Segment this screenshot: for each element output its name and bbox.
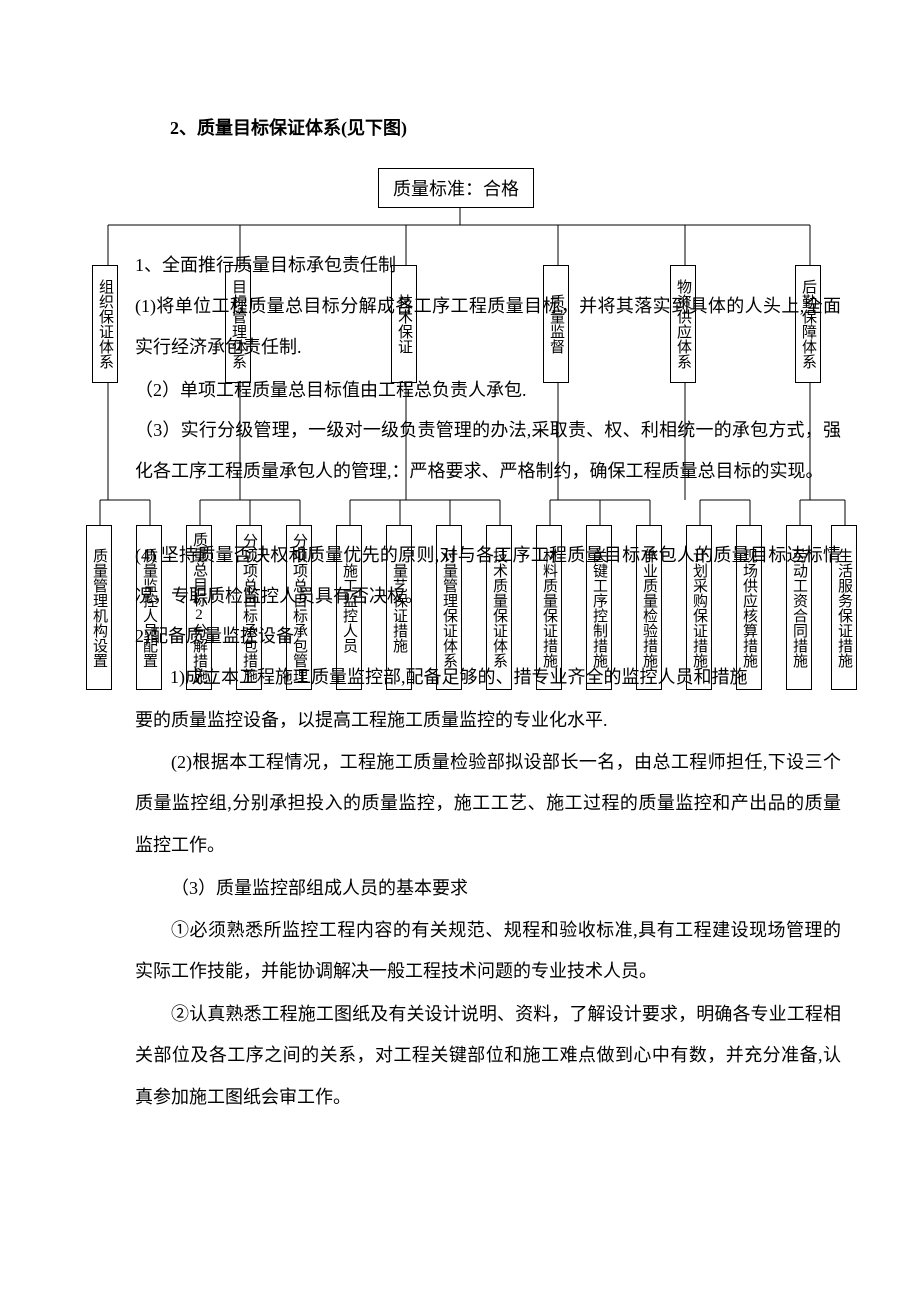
para-6: 2)配备质量监控设备 bbox=[135, 616, 841, 657]
para-10: （3）质量监控部组成人员的基本要求 bbox=[135, 868, 841, 909]
para-9: (2)根据本工程情况，工程施工质量检验部拟设部长一名，由总工程师担任,下设三个质… bbox=[135, 742, 841, 866]
para-12: ②认真熟悉工程施工图纸及有关设计说明、资料，了解设计要求，明确各专业工程相关部位… bbox=[135, 994, 841, 1118]
top-standard-box: 质量标准：合格 bbox=[378, 168, 534, 208]
row1-org-system: 组织保证体系 bbox=[92, 265, 118, 383]
para-8: 要的质量监控设备，以提高工程施工质量监控的专业化水平. bbox=[135, 700, 841, 741]
para-5: (4) 坚持质量否决权和质量优先的原则,对与各工序工程质量目标承包人的质量目标达… bbox=[135, 535, 841, 618]
leaf-c1: 质量管理机构设置 bbox=[86, 525, 112, 690]
para-7: 1)成立本工程施工质量监控部,配备足够的、措专业齐全的监控人员和措施 bbox=[170, 657, 840, 698]
para-2: (1)将单位工程质量总目标分解成各工序工程质量目标，并将其落实到具体的人头上,全… bbox=[135, 286, 841, 369]
para-11: ①必须熟悉所监控工程内容的有关规范、规程和验收标准,具有工程建设现场管理的实际工… bbox=[135, 910, 841, 993]
para-1: 1、全面推行质量目标承包责任制 bbox=[135, 245, 841, 286]
para-3: （2）单项工程质量总目标值由工程总负责人承包. bbox=[135, 370, 841, 411]
section-heading: 2、质量目标保证体系(见下图) bbox=[170, 114, 407, 140]
para-4: （3）实行分级管理，一级对一级负责管理的办法,采取责、权、利相统一的承包方式，强… bbox=[135, 410, 841, 493]
document-page: 2、质量目标保证体系(见下图) 质量标准：合格 组织保证体系 目标管理体系 技术… bbox=[0, 0, 920, 1302]
